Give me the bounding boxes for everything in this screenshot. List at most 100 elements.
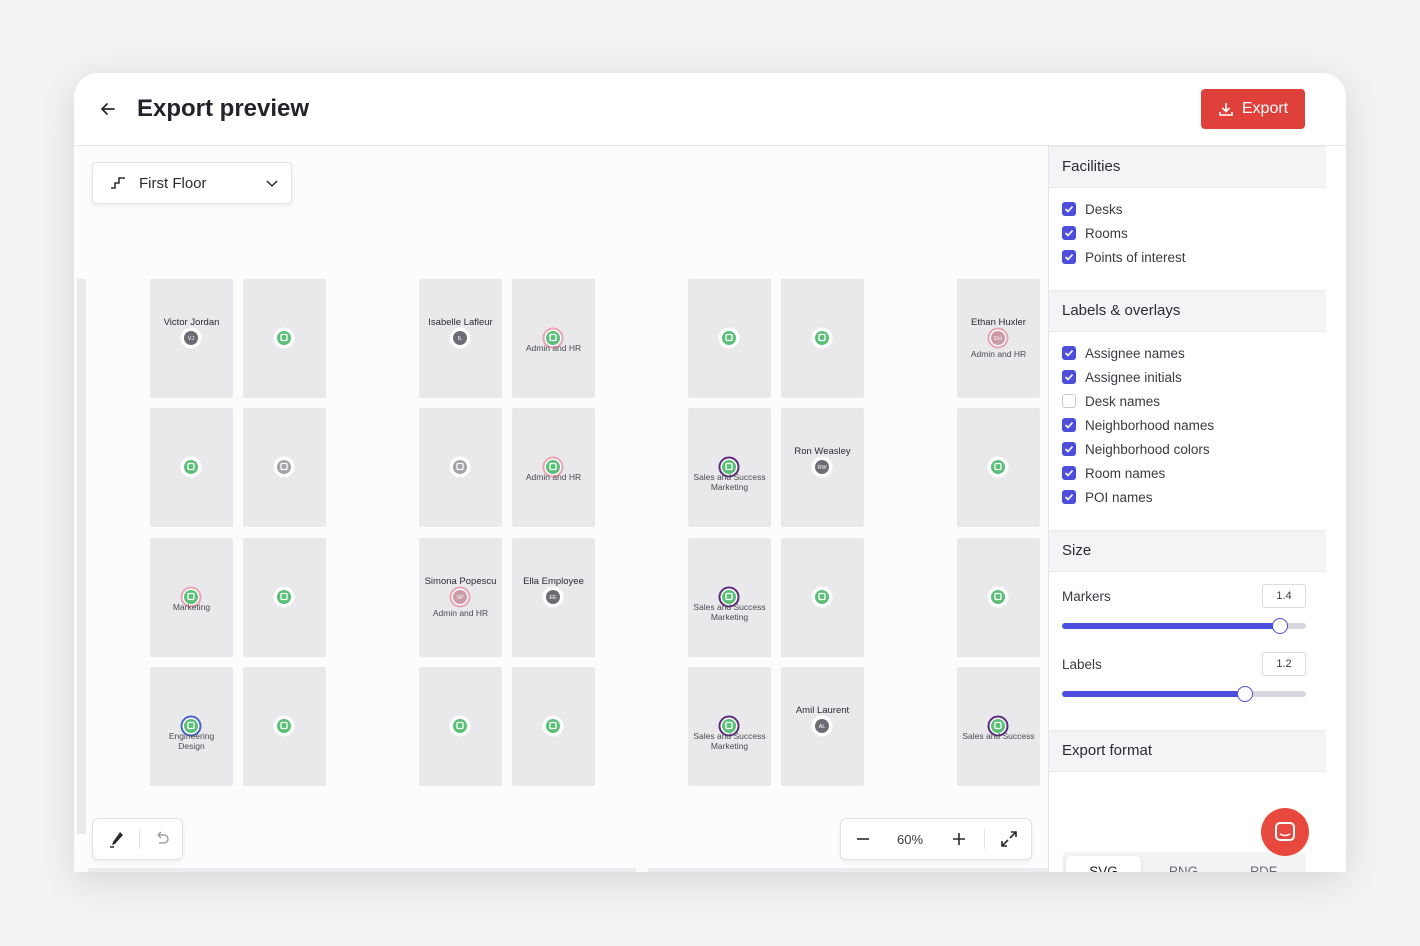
option[interactable]: Assignee initials bbox=[1062, 365, 1313, 389]
checkbox[interactable] bbox=[1062, 466, 1076, 480]
checkbox[interactable] bbox=[1062, 418, 1076, 432]
desk-icon bbox=[818, 592, 826, 601]
checkbox[interactable] bbox=[1062, 202, 1076, 216]
desk-icon bbox=[280, 592, 288, 601]
zoom-out[interactable] bbox=[855, 832, 871, 846]
back-button[interactable] bbox=[98, 99, 118, 119]
export-button[interactable]: Export bbox=[1201, 89, 1305, 129]
checkbox[interactable] bbox=[1062, 250, 1076, 264]
option[interactable]: Desk names bbox=[1062, 389, 1313, 413]
format-option[interactable]: PDF bbox=[1250, 864, 1277, 872]
check-mark bbox=[1064, 229, 1074, 237]
assignee-name: Isabelle Lafleur bbox=[428, 317, 493, 328]
marker-fill bbox=[453, 590, 467, 604]
chat-button[interactable] bbox=[1261, 808, 1309, 856]
download-icon bbox=[1219, 103, 1233, 116]
checkbox[interactable] bbox=[1062, 226, 1076, 240]
option-label: POI names bbox=[1085, 489, 1153, 505]
assignee-name: Ron Weasley bbox=[794, 446, 851, 457]
marker-fill bbox=[277, 590, 291, 604]
option-label: Assignee names bbox=[1085, 345, 1185, 361]
marker-fill bbox=[991, 719, 1005, 733]
desk-icon bbox=[187, 592, 195, 601]
scrollbar bbox=[88, 868, 636, 872]
desk-icon bbox=[456, 462, 464, 471]
assignee-initials: VJ bbox=[188, 336, 195, 342]
desk bbox=[688, 279, 771, 398]
neighborhood-name: Engineering bbox=[168, 731, 215, 741]
desk-icon bbox=[549, 721, 557, 730]
option[interactable]: Room names bbox=[1062, 461, 1313, 485]
desk bbox=[957, 538, 1040, 657]
marker-fill bbox=[184, 460, 198, 474]
slider-knob[interactable] bbox=[1237, 686, 1253, 702]
option[interactable]: Assignee names bbox=[1062, 341, 1313, 365]
checkbox[interactable] bbox=[1062, 442, 1076, 456]
option[interactable]: Points of interest bbox=[1062, 245, 1313, 269]
checkbox[interactable] bbox=[1062, 394, 1076, 408]
zoom-in[interactable] bbox=[951, 832, 967, 846]
section-title: Export format bbox=[1049, 730, 1326, 772]
desk: Victor Jordan VJ bbox=[150, 279, 233, 398]
desk bbox=[512, 667, 595, 786]
assignee-initials: IL bbox=[458, 336, 463, 342]
section-title: Size bbox=[1049, 530, 1326, 572]
desk-marker bbox=[542, 456, 564, 478]
marker-fill bbox=[815, 719, 829, 733]
wall bbox=[77, 279, 86, 834]
desk: Ethan Huxler EH Admin and HR bbox=[957, 279, 1040, 398]
neighborhood-name: Marketing bbox=[710, 612, 749, 622]
checkbox[interactable] bbox=[1062, 370, 1076, 384]
desk: Sales and Success Marketing bbox=[688, 667, 771, 786]
zoom-toolbar: 60% bbox=[840, 818, 1032, 860]
export-dialog: Export preview Export First Floor Victor… bbox=[74, 73, 1346, 872]
checkbox[interactable] bbox=[1062, 346, 1076, 360]
marker-fill bbox=[815, 590, 829, 604]
pen-button[interactable] bbox=[107, 829, 127, 849]
slider-knob[interactable] bbox=[1272, 618, 1288, 634]
marker-fill bbox=[277, 719, 291, 733]
option[interactable]: POI names bbox=[1062, 485, 1313, 509]
format-option[interactable]: PNG bbox=[1168, 864, 1199, 872]
option[interactable]: Neighborhood names bbox=[1062, 413, 1313, 437]
floor-selector[interactable]: First Floor bbox=[92, 162, 292, 204]
desk: Sales and Success Marketing bbox=[688, 538, 771, 657]
undo-button[interactable] bbox=[153, 830, 171, 848]
marker-fill bbox=[184, 331, 198, 345]
desk: Sales and Success bbox=[957, 667, 1040, 786]
desk-icon bbox=[994, 462, 1002, 471]
marker-fill bbox=[991, 460, 1005, 474]
export-label: Export bbox=[1241, 100, 1289, 117]
desk-marker bbox=[180, 586, 202, 608]
marker-fill bbox=[546, 590, 560, 604]
option[interactable]: Desks bbox=[1062, 197, 1313, 221]
floor-name: First Floor bbox=[139, 175, 207, 192]
fullscreen-button[interactable] bbox=[999, 829, 1019, 849]
desk: Ron Weasley RW bbox=[781, 408, 864, 527]
desk-icon bbox=[994, 592, 1002, 601]
checkbox[interactable] bbox=[1062, 490, 1076, 504]
marker-fill bbox=[722, 331, 736, 345]
option[interactable]: Neighborhood colors bbox=[1062, 437, 1313, 461]
marker-fill bbox=[277, 331, 291, 345]
slider-label: Markers bbox=[1062, 589, 1111, 604]
desk-icon bbox=[549, 333, 557, 342]
marker-fill bbox=[546, 331, 560, 345]
format-option[interactable]: SVG bbox=[1066, 856, 1141, 872]
neighborhood-name: Marketing bbox=[710, 482, 749, 492]
desk-marker bbox=[273, 586, 295, 608]
desk-marker bbox=[987, 456, 1009, 478]
desk bbox=[243, 538, 326, 657]
desk-icon bbox=[280, 462, 288, 471]
assignee-initials: RW bbox=[817, 465, 827, 471]
option[interactable]: Rooms bbox=[1062, 221, 1313, 245]
slider-value: 1.2 bbox=[1262, 652, 1306, 676]
desk-icon bbox=[725, 592, 733, 601]
neighborhood-name: Admin and HR bbox=[970, 349, 1027, 359]
stairs-icon bbox=[111, 177, 125, 189]
desk bbox=[243, 667, 326, 786]
desk-marker: SP bbox=[449, 586, 471, 608]
option-label: Neighborhood names bbox=[1085, 417, 1215, 433]
desk-icon bbox=[280, 333, 288, 342]
